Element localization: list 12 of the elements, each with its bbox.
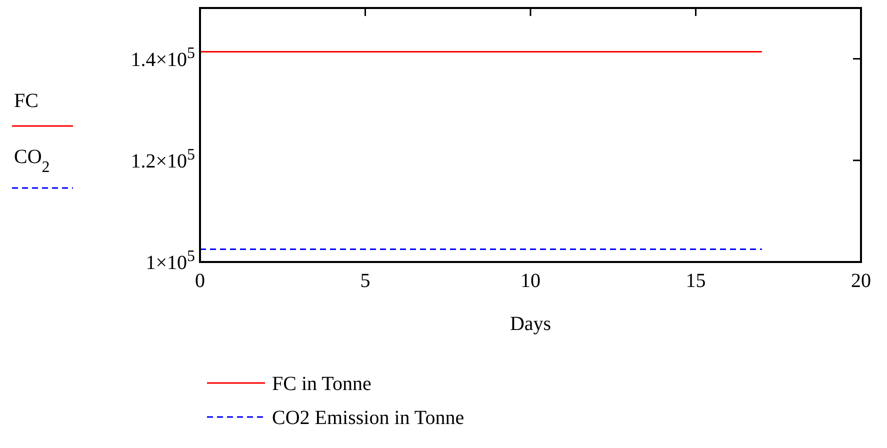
x-tick-label: 15 bbox=[686, 270, 706, 292]
text: FC CO$_{2}$ bbox=[14, 90, 50, 176]
x-tick-label: 20 bbox=[851, 270, 871, 292]
x-tick-label: 5 bbox=[360, 270, 370, 292]
x-tick-label: 0 bbox=[195, 270, 205, 292]
x-axis-title: Days bbox=[510, 313, 552, 335]
legend-label: FC in Tonne bbox=[272, 373, 372, 395]
legend-label: CO2 Emission in Tonne bbox=[272, 407, 464, 429]
y-tick-label: 1.2×10$^{5}$ bbox=[130, 146, 195, 172]
y-tick-label: 1.4×10$^{5}$ bbox=[130, 44, 195, 71]
x-tick-label: 10 bbox=[520, 270, 540, 292]
y-tick-label: 1×10$^{5}$ bbox=[146, 248, 195, 274]
